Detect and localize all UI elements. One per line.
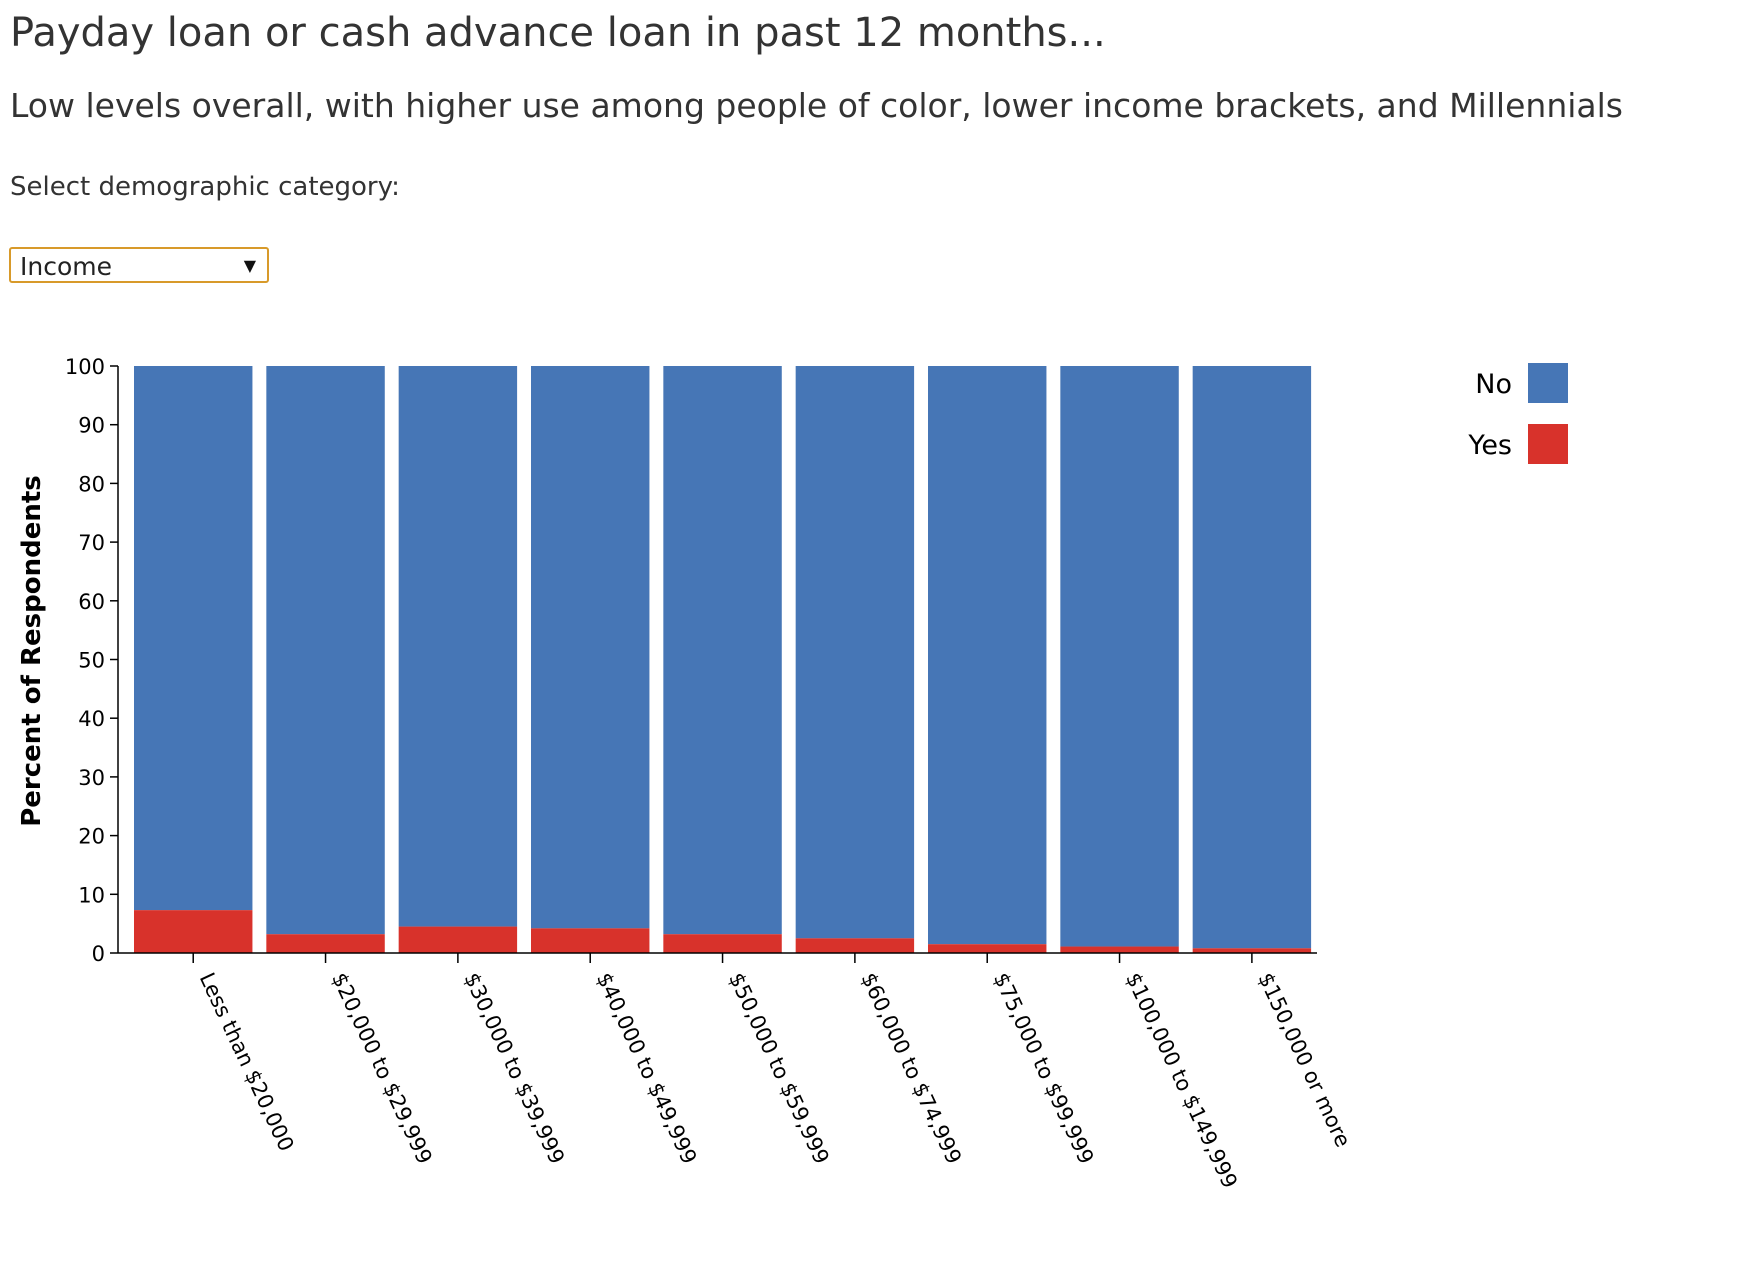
x-tick-label: $100,000 to $149,999 [1121,969,1242,1192]
chevron-down-icon: ▼ [243,256,256,275]
bar-no [531,366,650,929]
y-tick-label: 30 [78,766,105,790]
demographic-select-label: Select demographic category: [10,172,400,202]
x-tick-label: $60,000 to $74,999 [856,969,966,1168]
y-tick-label: 50 [78,649,105,673]
y-axis: 0 10 20 30 40 50 60 70 80 90 100 [65,355,119,966]
bar-no [1192,366,1312,949]
y-tick-label: 40 [78,707,105,731]
y-tick-label: 100 [65,355,105,379]
bar-yes [1192,948,1312,953]
bar-no [266,366,385,935]
bar-yes [134,910,253,953]
bar-yes [531,928,650,953]
x-tick-label: Less than $20,000 [195,969,299,1155]
y-tick-label: 10 [78,883,105,907]
demographic-category-select[interactable]: Income ▼ [9,247,269,283]
page-title: Payday loan or cash advance loan in past… [10,10,1106,56]
bar-yes [663,934,782,953]
x-tick-label: $20,000 to $29,999 [327,969,437,1168]
legend-label-no: No [1475,369,1512,400]
page-subtitle: Low levels overall, with higher use amon… [10,86,1623,125]
bar-no [398,366,518,927]
bar-no [1060,366,1179,947]
y-tick-label: 70 [78,531,105,555]
y-tick-label: 20 [78,825,105,849]
x-tick-label: $150,000 or more [1253,969,1355,1151]
bar-yes [928,944,1047,953]
y-tick-label: 80 [78,472,105,496]
bar-yes [398,926,518,953]
select-current-value: Income [20,252,112,281]
bar-no [663,366,782,935]
x-tick-label: $40,000 to $49,999 [592,969,702,1168]
bar-no [928,366,1047,945]
y-tick-label: 0 [92,942,105,966]
x-tick-label: $50,000 to $59,999 [724,969,834,1168]
bars-group [134,366,1312,953]
y-tick-label: 60 [78,590,105,614]
legend-swatch-yes [1528,424,1568,464]
bar-no [134,366,253,911]
x-tick-label: $30,000 to $39,999 [459,969,569,1168]
y-tick-label: 90 [78,414,105,438]
bar-yes [795,938,915,953]
bar-no [795,366,915,939]
x-tick-label: $75,000 to $99,999 [989,969,1099,1168]
legend-swatch-no [1528,363,1568,403]
bar-yes [266,934,385,953]
y-axis-title: Percent of Respondents [17,475,47,827]
legend-label-yes: Yes [1467,430,1512,461]
bar-yes [1060,946,1179,953]
x-axis: Less than $20,000 $20,000 to $29,999 $30,0… [118,952,1355,1192]
legend: No Yes [1467,363,1568,464]
